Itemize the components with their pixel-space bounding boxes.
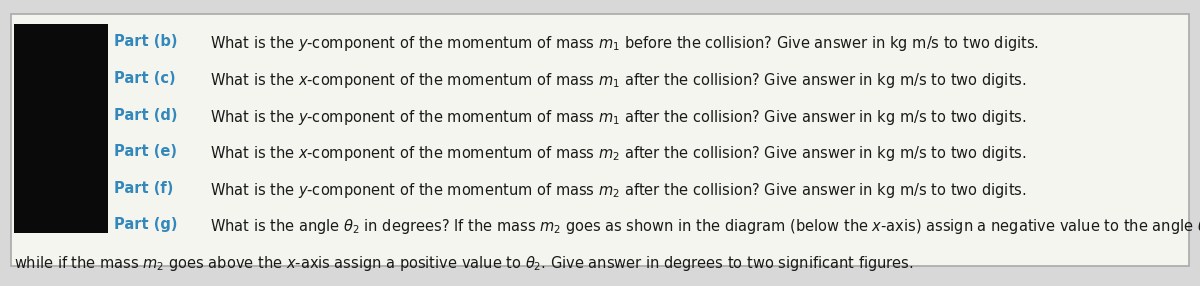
Text: What is the angle $\theta_2$ in degrees? If the mass $m_2$ goes as shown in the : What is the angle $\theta_2$ in degrees?… [210, 217, 1200, 236]
Text: What is the $y$-component of the momentum of mass $m_1$ after the collision? Giv: What is the $y$-component of the momentu… [210, 108, 1026, 126]
Text: Part (f): Part (f) [114, 181, 173, 196]
Text: What is the $y$-component of the momentum of mass $m_2$ after the collision? Giv: What is the $y$-component of the momentu… [210, 181, 1026, 200]
Text: while if the mass $m_2$ goes above the $x$-axis assign a positive value to $\the: while if the mass $m_2$ goes above the $… [14, 254, 914, 273]
Text: Part (c): Part (c) [114, 71, 175, 86]
Text: Part (g): Part (g) [114, 217, 178, 232]
Text: What is the $x$-component of the momentum of mass $m_1$ after the collision? Giv: What is the $x$-component of the momentu… [210, 71, 1026, 90]
FancyBboxPatch shape [11, 14, 1189, 266]
Text: What is the $x$-component of the momentum of mass $m_2$ after the collision? Giv: What is the $x$-component of the momentu… [210, 144, 1026, 163]
Text: Part (d): Part (d) [114, 108, 178, 122]
Text: Part (e): Part (e) [114, 144, 178, 159]
Text: Part (b): Part (b) [114, 34, 178, 49]
Text: What is the $y$-component of the momentum of mass $m_1$ before the collision? Gi: What is the $y$-component of the momentu… [210, 34, 1039, 53]
Bar [14, 24, 108, 233]
